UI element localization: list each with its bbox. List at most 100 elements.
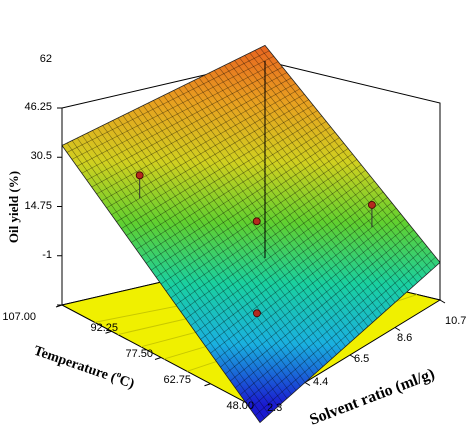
z-axis-title: Oil yield (%) <box>6 171 21 243</box>
surface-mesh-line <box>170 164 362 299</box>
surface-mesh-line <box>185 180 375 319</box>
z-tick-label: 14.75 <box>24 200 52 212</box>
surface-mesh-line <box>148 102 337 355</box>
surface-mesh-line <box>235 235 419 389</box>
surface-mesh-line <box>175 169 366 306</box>
temperature-tick-mark <box>105 330 112 334</box>
surface-mesh-line <box>208 72 391 307</box>
surface-mesh-line <box>234 60 414 287</box>
z-tick-label: 62 <box>40 53 52 65</box>
surface-mesh-line <box>180 175 371 312</box>
surface-mesh-line <box>132 110 324 367</box>
temperature-tick-label: 62.75 <box>163 374 191 386</box>
solvent-tick-mark <box>439 299 446 304</box>
design-points <box>135 171 376 318</box>
surface-mesh-line <box>165 159 358 292</box>
z-tick-label: 46.25 <box>24 101 52 113</box>
surface-mesh-line <box>91 77 292 188</box>
surface-mesh-line <box>229 62 409 291</box>
z-tick-label: -1 <box>42 249 52 261</box>
surface-mesh-line <box>142 105 333 359</box>
temperature-tick-mark <box>55 304 63 308</box>
surface-mesh-line <box>220 218 406 368</box>
surface-mesh-line <box>155 148 349 278</box>
surface-mesh-line <box>81 66 283 174</box>
surface-mesh-line <box>178 87 364 331</box>
solvent-tick-label: 6.5 <box>354 353 369 365</box>
surface-mesh-line <box>87 132 283 403</box>
solvent-tick-label: 2.3 <box>267 402 282 414</box>
surface-mesh-line <box>183 85 369 327</box>
front-frame <box>61 61 441 305</box>
surface-mesh-line <box>92 130 288 399</box>
temperature-tick-label: 48.00 <box>226 400 254 412</box>
surface-mesh-line <box>254 256 436 416</box>
surface-mesh-line <box>116 104 314 222</box>
surface-mesh-line <box>153 100 342 351</box>
surface-mesh-line <box>107 122 301 387</box>
temperature-tick-label: 77.50 <box>125 348 153 360</box>
temperature-tick-label: 92.25 <box>90 322 118 334</box>
surface-mesh-line <box>76 137 274 411</box>
solvent-axis-ticks: 2.3 4.4 6.5 8.6 10.7 <box>267 315 466 414</box>
temperature-title-end: C) <box>117 373 136 392</box>
surface-mesh-line <box>244 245 428 402</box>
solvent-axis-title: Solvent ratio (ml/g) <box>307 365 437 428</box>
surface-mesh-line <box>198 77 382 315</box>
surface-mesh-line <box>249 251 432 409</box>
surface-mesh-line <box>214 70 396 303</box>
surface-mesh-line <box>249 52 427 275</box>
surface-mesh-line <box>86 72 288 181</box>
solvent-tick-mark <box>304 382 311 386</box>
surface-mesh-line <box>82 135 279 407</box>
surface-mesh-line <box>145 137 340 264</box>
temperature-title-main: Temperature ( <box>32 344 118 386</box>
surface-mesh-line <box>137 107 328 363</box>
surface-mesh-line <box>66 142 265 419</box>
surface-mesh-line <box>121 110 318 229</box>
surface-mesh-line <box>195 191 384 333</box>
design-point <box>368 201 376 209</box>
surface-mesh-line <box>215 213 401 361</box>
surface-mesh-line <box>190 186 379 326</box>
surface-mesh-line <box>210 207 397 354</box>
solvent-tick-label: 10.7 <box>445 315 466 327</box>
temperature-tick-mark <box>154 357 162 360</box>
temperature-tick-mark <box>204 383 211 387</box>
surface-mesh-line <box>122 115 315 375</box>
surface-mesh-line <box>254 50 432 271</box>
temperature-title-sup: o <box>116 369 124 380</box>
surface-mesh-line <box>193 80 378 319</box>
surface-mesh-line <box>136 126 331 250</box>
surface-mesh-line <box>240 240 423 396</box>
surface-mesh-line <box>127 112 319 371</box>
surface-mesh-line <box>101 88 301 202</box>
z-tick-label: 30.5 <box>31 150 52 162</box>
design-point <box>135 171 144 180</box>
surface-mesh-line <box>244 55 423 279</box>
surface-mesh-line <box>259 47 436 267</box>
surface-mesh-line <box>205 202 393 347</box>
surface-mesh-line <box>188 82 373 323</box>
surface-mesh-line <box>96 83 296 195</box>
z-axis-ticks: 62 46.25 30.5 14.75 -1 <box>24 53 52 261</box>
surface-mesh-line <box>203 75 387 311</box>
design-point <box>252 217 261 226</box>
surface-mesh-line <box>111 99 309 216</box>
surface-mesh-line <box>131 121 327 243</box>
surface-mesh-line <box>126 115 323 236</box>
surface-mesh-line <box>141 131 336 257</box>
surface-mesh-line <box>76 61 279 167</box>
surface-mesh-line <box>239 57 418 283</box>
design-point <box>253 309 261 318</box>
surface-mesh-line <box>102 125 297 391</box>
surface-mesh-line <box>150 142 344 271</box>
solvent-tick-mark <box>349 354 356 359</box>
surface-mesh-line <box>173 90 360 335</box>
surface-mesh-line <box>112 120 306 383</box>
surface-mesh-line <box>230 229 414 382</box>
surface-mesh-line <box>71 140 270 415</box>
surface-mesh-line <box>200 197 388 340</box>
